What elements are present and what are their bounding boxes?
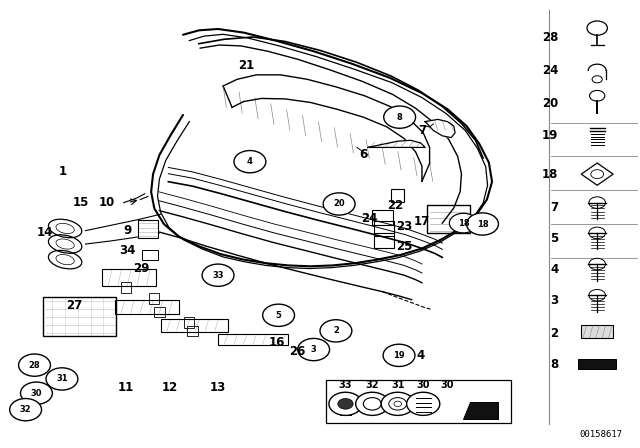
Bar <box>218 334 288 345</box>
Text: 22: 22 <box>387 199 403 212</box>
Text: 00158617: 00158617 <box>580 430 623 439</box>
Bar <box>578 359 616 369</box>
Text: 32: 32 <box>365 380 379 390</box>
Text: 14: 14 <box>36 226 53 239</box>
Text: 1: 1 <box>58 165 67 178</box>
Text: 33: 33 <box>339 380 352 390</box>
Bar <box>392 189 404 202</box>
Text: 24: 24 <box>542 64 558 77</box>
Circle shape <box>19 354 51 376</box>
Circle shape <box>449 213 477 233</box>
Text: 8: 8 <box>550 358 558 371</box>
Text: 5: 5 <box>550 232 558 245</box>
Bar <box>102 269 156 286</box>
Text: 4: 4 <box>550 263 558 276</box>
Text: 6: 6 <box>359 148 367 161</box>
Bar <box>141 250 157 260</box>
Polygon shape <box>463 402 499 419</box>
Circle shape <box>10 399 42 421</box>
Bar <box>326 380 511 423</box>
Circle shape <box>234 151 266 173</box>
Text: 24: 24 <box>362 212 378 225</box>
Text: 17: 17 <box>414 215 430 228</box>
Text: 18: 18 <box>477 220 488 228</box>
Text: 29: 29 <box>133 262 150 275</box>
Text: 20: 20 <box>542 97 558 110</box>
Polygon shape <box>425 119 455 138</box>
Text: 25: 25 <box>396 240 412 253</box>
Circle shape <box>298 338 330 361</box>
Bar <box>120 282 131 293</box>
Text: 28: 28 <box>29 361 40 370</box>
Text: 10: 10 <box>99 196 115 209</box>
Text: 7: 7 <box>550 202 558 215</box>
Circle shape <box>338 398 353 409</box>
Text: 7: 7 <box>418 124 426 137</box>
Text: 2: 2 <box>333 326 339 336</box>
Bar <box>161 319 228 332</box>
Text: 18: 18 <box>458 219 469 228</box>
Circle shape <box>329 392 362 415</box>
Circle shape <box>406 392 440 415</box>
Circle shape <box>323 193 355 215</box>
Circle shape <box>467 213 499 235</box>
Text: 33: 33 <box>212 271 224 280</box>
Text: 11: 11 <box>118 381 134 394</box>
Bar <box>581 325 613 338</box>
Text: 20: 20 <box>333 199 345 208</box>
Text: 28: 28 <box>542 30 558 43</box>
Bar <box>427 205 470 233</box>
Text: 12: 12 <box>162 381 179 394</box>
Text: 21: 21 <box>239 60 255 73</box>
Bar <box>188 326 198 336</box>
Text: 2: 2 <box>550 327 558 340</box>
Circle shape <box>383 344 415 366</box>
Text: 16: 16 <box>269 336 285 349</box>
Polygon shape <box>368 140 425 147</box>
Text: 30: 30 <box>417 380 430 390</box>
Circle shape <box>46 368 78 390</box>
Text: 15: 15 <box>73 196 89 209</box>
Text: 9: 9 <box>124 224 132 237</box>
Text: 4: 4 <box>247 157 253 166</box>
Bar <box>115 300 179 314</box>
Bar <box>43 297 116 336</box>
Text: 8: 8 <box>397 112 403 122</box>
Text: 13: 13 <box>210 381 226 394</box>
Circle shape <box>320 320 352 342</box>
Text: 27: 27 <box>67 298 83 311</box>
Text: 19: 19 <box>393 351 405 360</box>
Text: 3: 3 <box>550 294 558 307</box>
Text: 3: 3 <box>311 345 317 354</box>
Text: 30: 30 <box>441 380 454 390</box>
Bar <box>149 293 159 304</box>
Text: 23: 23 <box>396 220 412 233</box>
Text: 5: 5 <box>276 311 282 320</box>
Text: 18: 18 <box>542 168 558 181</box>
Bar <box>154 307 164 318</box>
Text: 34: 34 <box>120 244 136 257</box>
Text: 19: 19 <box>542 129 558 142</box>
Text: 32: 32 <box>20 405 31 414</box>
Bar <box>138 220 157 238</box>
Text: 31: 31 <box>56 375 68 383</box>
Bar <box>184 318 195 328</box>
Circle shape <box>384 106 415 128</box>
Text: 4: 4 <box>417 349 425 362</box>
Circle shape <box>20 382 52 404</box>
Circle shape <box>356 392 389 415</box>
Circle shape <box>262 304 294 327</box>
Circle shape <box>381 392 414 415</box>
Text: 30: 30 <box>31 389 42 398</box>
Text: 26: 26 <box>289 345 305 358</box>
Text: 31: 31 <box>391 380 404 390</box>
Circle shape <box>202 264 234 286</box>
